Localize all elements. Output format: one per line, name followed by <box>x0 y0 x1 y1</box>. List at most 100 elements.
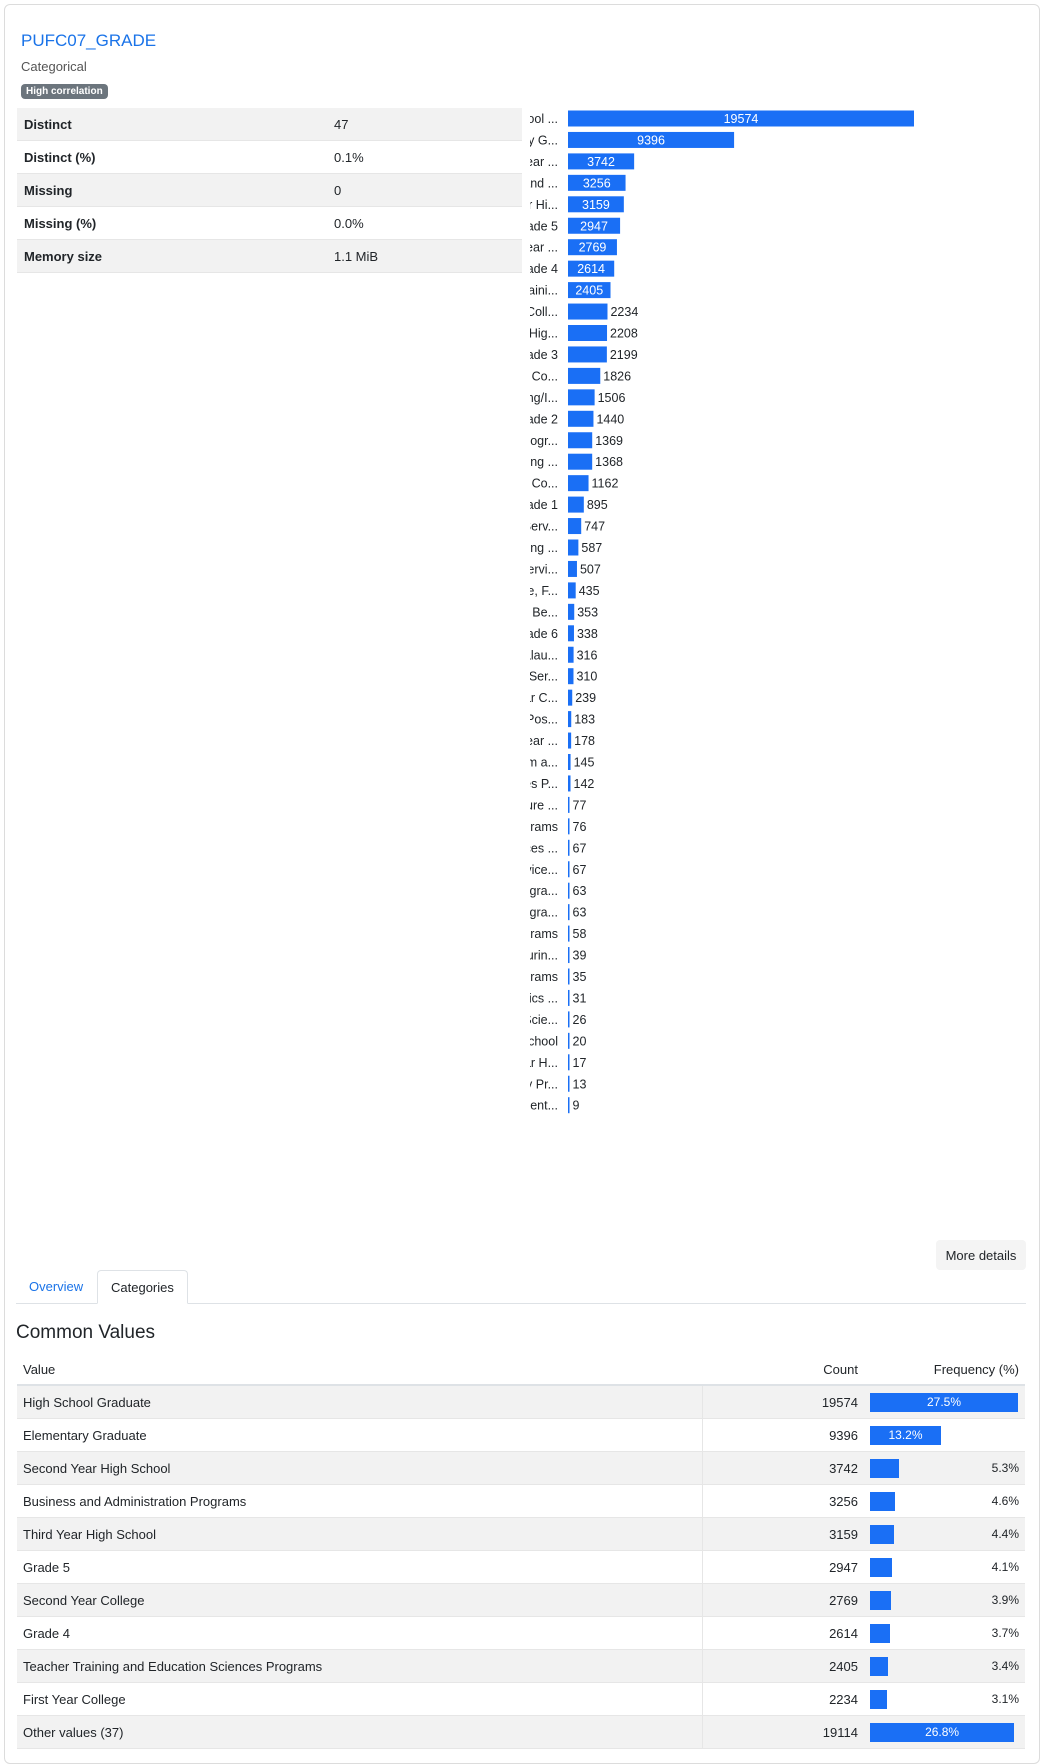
bar <box>568 153 635 170</box>
bar-value-label: 587 <box>581 541 602 555</box>
bar-value-label: 747 <box>584 520 605 534</box>
row-frequency: 4.6% <box>863 1484 1025 1518</box>
bar <box>568 689 573 706</box>
bar-value-label: 20 <box>573 1034 587 1048</box>
frequency-bar-container: 4.4% <box>869 1524 1019 1544</box>
frequency-bar <box>869 1491 895 1511</box>
bar-category-label: Grade 5 <box>530 219 558 233</box>
bar <box>568 796 570 813</box>
bar-category-label: Humanities P... <box>530 777 558 791</box>
frequency-label: 3.1% <box>991 1691 1019 1706</box>
row-count: 9396 <box>702 1418 864 1452</box>
bar-category-label: Grade 2 <box>530 412 558 426</box>
frequency-label: 3.7% <box>991 1625 1019 1640</box>
bar-category-label: Veterinary Pr... <box>530 1077 558 1091</box>
frequency-label: 3.4% <box>991 1658 1019 1673</box>
bar-value-label: 9 <box>573 1099 580 1113</box>
frequency-bar-container: 5.3% <box>869 1458 1019 1478</box>
tab-overview[interactable]: Overview <box>29 1279 84 1294</box>
bar-category-label: Mathematics ... <box>530 991 558 1005</box>
bar-value-label: 76 <box>573 820 587 834</box>
row-value: High School Graduate <box>17 1385 703 1419</box>
bar-value-label: 67 <box>573 863 587 877</box>
tab-categories[interactable]: Categories <box>97 1270 188 1304</box>
row-count: 2947 <box>702 1550 864 1584</box>
bar-value-label: 2234 <box>610 305 638 319</box>
bar-value-label: 338 <box>577 627 598 641</box>
row-count: 2769 <box>702 1583 864 1617</box>
stat-value: 0.0% <box>327 206 522 240</box>
frequency-bar <box>869 1722 1015 1742</box>
common-values-title: Common Values <box>16 1322 156 1343</box>
category-bar-chart: High School ... 19574 Elementary G... 9396 S… <box>530 110 914 1114</box>
bar <box>568 947 570 964</box>
bar <box>568 668 574 685</box>
bar-value-label: 316 <box>577 648 598 662</box>
frequency-label: 5.3% <box>991 1460 1019 1475</box>
row-value: Third Year High School <box>17 1517 703 1551</box>
table-row: Third Year High School 3159 4.4% <box>17 1517 1025 1551</box>
bar <box>568 818 570 835</box>
bar-category-label: Engineering ... <box>530 541 558 555</box>
bar-category-label: Second Year ... <box>530 155 558 169</box>
bar-category-label: Fourth Year C... <box>530 691 558 705</box>
row-value: Business and Administration Programs <box>17 1484 703 1518</box>
more-details-button[interactable]: More details <box>936 1240 1026 1270</box>
row-count: 2405 <box>702 1649 864 1683</box>
frequency-bar <box>869 1557 893 1577</box>
bar-value-label: 1440 <box>596 412 624 426</box>
frequency-bar-container: 3.7% <box>869 1623 1019 1643</box>
table-row: Second Year College 2769 3.9% <box>17 1583 1025 1617</box>
bar-category-label: Other Progra... <box>530 906 558 920</box>
bar-category-label: Business and ... <box>530 176 558 190</box>
bar-value-label: 353 <box>577 605 598 619</box>
bar <box>568 754 571 770</box>
bar-value-label: 507 <box>580 562 601 576</box>
bar-value-label: 1826 <box>603 369 631 383</box>
table-row: Grade 5 2947 4.1% <box>17 1550 1025 1584</box>
row-count: 3256 <box>702 1484 864 1518</box>
stat-value: 1.1 MiB <box>327 239 522 273</box>
table-row: Grade 4 2614 3.7% <box>17 1616 1025 1650</box>
bar-category-label: Third Year Co... <box>530 369 558 383</box>
row-frequency: 3.1% <box>863 1682 1025 1716</box>
bar-category-label: Social and Be... <box>530 605 558 619</box>
bar-value-label: 77 <box>573 798 587 812</box>
bar-category-label: Transport Ser... <box>530 670 558 684</box>
bar <box>568 389 595 406</box>
row-value: Grade 4 <box>17 1616 703 1650</box>
bar-value-label: 3159 <box>582 198 610 212</box>
bar <box>568 882 570 899</box>
stats-table: Distinct 47 Distinct (%) 0.1% Missing 0 Missin… <box>17 108 522 273</box>
common-values-table: Value Count Frequency (%) High School Gr… <box>17 1354 1025 1749</box>
bar-value-label: 178 <box>574 734 595 748</box>
frequency-column-header: Frequency (%) <box>863 1354 1025 1386</box>
stat-value: 0.1% <box>327 140 522 174</box>
common-values-header: Value Count Frequency (%) <box>17 1354 1025 1386</box>
bar-category-label: Preschool <box>530 1034 558 1048</box>
row-count: 3159 <box>702 1517 864 1551</box>
variable-name[interactable]: PUFC07_GRADE <box>21 31 157 50</box>
bar <box>568 646 574 663</box>
frequency-bar <box>869 1392 1018 1412</box>
row-value: Other values (37) <box>17 1715 703 1749</box>
bar <box>568 560 577 577</box>
bar-category-label: First Year Coll... <box>530 305 558 319</box>
frequency-bar <box>869 1590 891 1610</box>
bar <box>568 925 570 942</box>
bar <box>568 839 570 856</box>
frequency-bar <box>869 1524 894 1544</box>
stat-value: 0 <box>327 173 522 207</box>
bar-value-label: 3742 <box>587 155 615 169</box>
frequency-label: 27.5% <box>926 1394 961 1409</box>
bar-value-label: 1506 <box>598 391 626 405</box>
bar <box>568 410 594 427</box>
bar-value-label: 142 <box>574 777 595 791</box>
table-row: Teacher Training and Education Sciences … <box>17 1649 1025 1683</box>
bar-value-label: 63 <box>573 906 587 920</box>
bar <box>568 732 572 749</box>
frequency-bar <box>869 1623 890 1643</box>
row-count: 3742 <box>702 1451 864 1485</box>
bar-category-label: Other Progra... <box>530 884 558 898</box>
bar <box>568 475 589 492</box>
